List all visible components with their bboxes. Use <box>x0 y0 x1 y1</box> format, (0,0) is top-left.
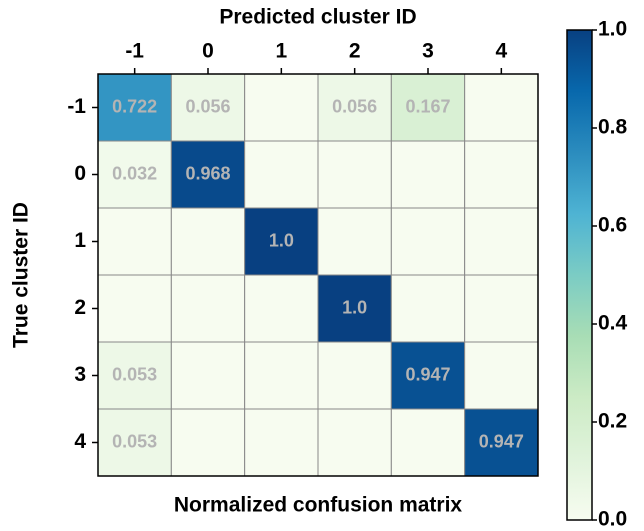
x-tick-label: -1 <box>125 40 144 63</box>
colorbar-tick-label: 0.8 <box>598 116 628 139</box>
cell <box>244 73 319 142</box>
cell <box>464 274 539 343</box>
cell-label: 1.0 <box>342 297 367 317</box>
y-tick-label: 3 <box>74 363 86 386</box>
cell <box>464 73 539 142</box>
colorbar-tick-label: 1.0 <box>598 18 627 41</box>
cell <box>464 207 539 276</box>
cell <box>170 274 246 343</box>
cell-label: 1.0 <box>269 230 294 250</box>
y-tick-label: 2 <box>74 296 86 319</box>
cell <box>244 341 319 410</box>
cell <box>97 73 172 142</box>
cell <box>97 207 172 276</box>
cell <box>244 408 319 477</box>
cell <box>317 341 392 410</box>
colorbar-tick-label: 0.2 <box>598 410 627 433</box>
cell <box>317 207 392 276</box>
cell <box>97 274 172 343</box>
colorbar-tick-label: 0.4 <box>598 312 628 335</box>
cell <box>390 140 466 209</box>
cell <box>170 73 246 142</box>
cell <box>244 140 319 209</box>
cell-label: 0.722 <box>112 96 157 116</box>
x-tick-label: 2 <box>349 40 361 63</box>
cell <box>170 207 246 276</box>
cell <box>170 408 246 477</box>
cell <box>390 274 466 343</box>
cell-label: 0.056 <box>185 96 230 116</box>
x-tick-label: 1 <box>275 40 287 63</box>
colorbar-tick-label: 0.0 <box>598 508 627 531</box>
cell-label: 0.056 <box>332 96 377 116</box>
cell <box>317 140 392 209</box>
cell <box>464 140 539 209</box>
cell-label: 0.947 <box>479 431 524 451</box>
cell-label: 0.053 <box>112 431 157 451</box>
cell-label: 0.968 <box>185 163 230 183</box>
colorbar-tick-label: 0.6 <box>598 214 627 237</box>
x-tick-label: 3 <box>422 40 434 63</box>
colorbar <box>566 29 593 521</box>
cell <box>464 341 539 410</box>
cell <box>390 408 466 477</box>
y-axis-label: True cluster ID <box>10 202 33 348</box>
cell <box>317 408 392 477</box>
cell <box>170 341 246 410</box>
y-tick-label: 4 <box>74 430 86 453</box>
cell-label: 0.167 <box>405 96 450 116</box>
y-tick-label: -1 <box>67 95 86 118</box>
cell <box>390 341 466 410</box>
cell-label: 0.947 <box>405 364 450 384</box>
plot-frame <box>97 73 539 477</box>
x-tick-label: 4 <box>495 40 507 63</box>
cell <box>170 140 246 209</box>
cell <box>317 274 392 343</box>
cell-label: 0.053 <box>112 364 157 384</box>
chart-title: Predicted cluster ID <box>219 6 416 29</box>
cell-label: 0.032 <box>112 163 157 183</box>
x-axis-label: Normalized confusion matrix <box>174 494 463 517</box>
cell <box>464 408 539 477</box>
cell <box>390 73 466 142</box>
y-tick-label: 1 <box>74 229 86 252</box>
cell <box>244 274 319 343</box>
x-tick-label: 0 <box>202 40 214 63</box>
cell <box>390 207 466 276</box>
y-tick-label: 0 <box>74 162 86 185</box>
